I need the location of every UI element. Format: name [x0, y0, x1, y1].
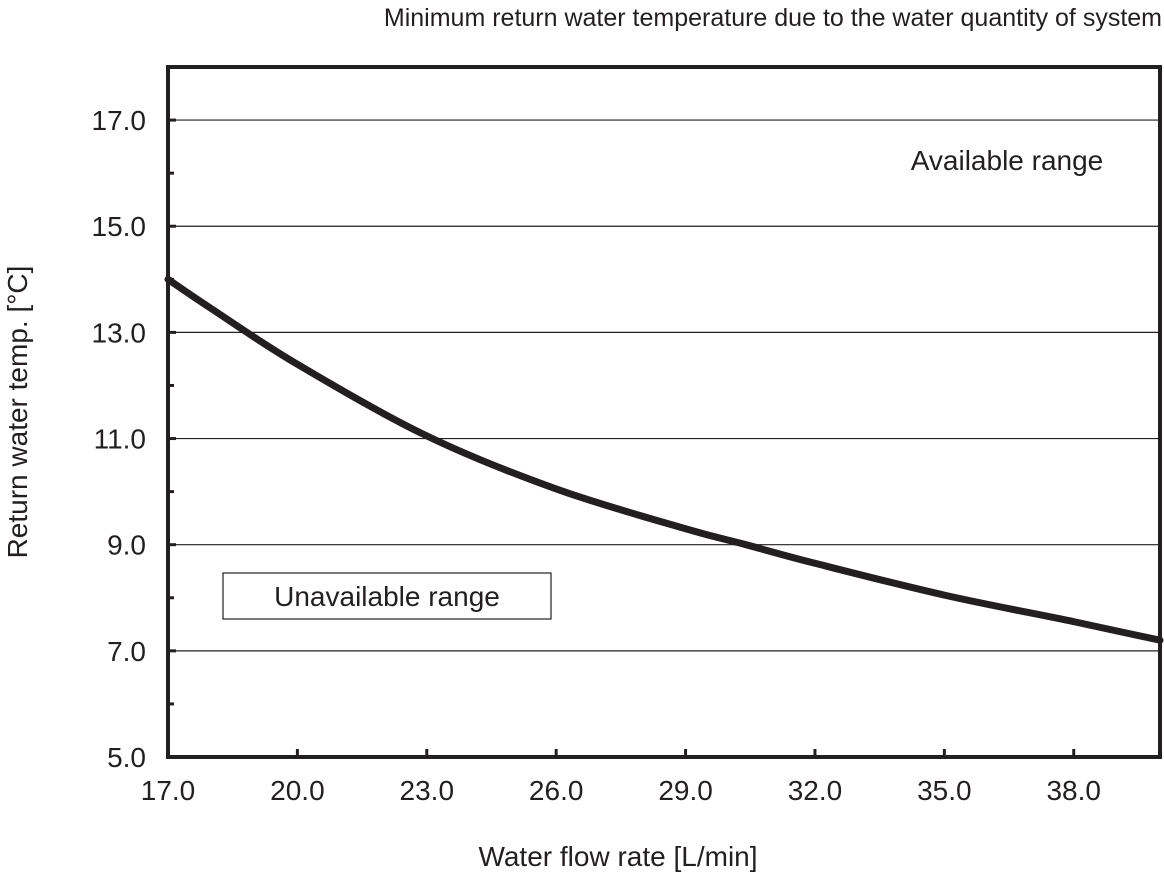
y-tick-label: 5.0 — [107, 742, 146, 773]
y-tick-label: 9.0 — [107, 530, 146, 561]
grid-lines — [168, 119, 1160, 652]
min-return-temp-curve — [164, 275, 1164, 644]
ticks — [168, 118, 1076, 759]
y-tick-labels: 5.0 7.0 9.0 11.0 13.0 15.0 17.0 — [92, 105, 147, 773]
unavailable-range-box — [222, 572, 552, 620]
plot-frame — [166, 65, 1162, 759]
x-tick-label: 29.0 — [658, 775, 713, 806]
y-tick-label: 13.0 — [92, 317, 147, 348]
x-tick-label: 26.0 — [529, 775, 584, 806]
y-axis-label: Return water temp. [°C] — [2, 266, 33, 559]
available-range-label: Available range — [911, 145, 1104, 176]
x-tick-label: 32.0 — [788, 775, 843, 806]
y-tick-label: 11.0 — [94, 424, 146, 455]
unavailable-range-label: Unavailable range — [274, 581, 500, 612]
x-tick-labels: 17.0 20.0 23.0 26.0 29.0 32.0 35.0 38.0 — [141, 775, 1101, 806]
x-tick-label: 38.0 — [1046, 775, 1101, 806]
y-tick-label: 17.0 — [92, 105, 147, 136]
series-layer — [164, 275, 1164, 644]
y-tick-label: 7.0 — [107, 636, 146, 667]
x-tick-label: 20.0 — [270, 775, 325, 806]
chart-title: Minimum return water temperature due to … — [384, 4, 1162, 32]
x-tick-label: 17.0 — [141, 775, 196, 806]
x-axis-label: Water flow rate [L/min] — [478, 841, 757, 872]
y-tick-label: 15.0 — [92, 211, 147, 242]
x-tick-label: 23.0 — [400, 775, 455, 806]
x-tick-label: 35.0 — [917, 775, 972, 806]
